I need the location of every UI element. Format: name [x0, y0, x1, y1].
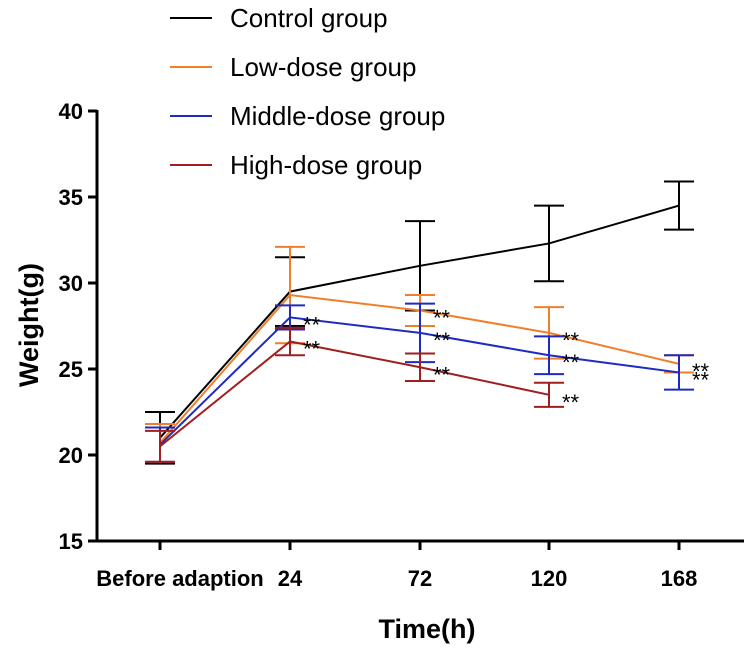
y-tick-label: 30 [59, 271, 83, 296]
legend: Control group Low-dose group Middle-dose g… [170, 3, 445, 180]
significance-label: ** [692, 367, 710, 392]
legend-label: Middle-dose group [230, 101, 445, 131]
legend-label: Control group [230, 3, 388, 33]
significance-label: ** [562, 350, 580, 375]
significance-label: ** [433, 306, 451, 331]
significance-label: ** [433, 362, 451, 387]
significance-label: ** [562, 328, 580, 353]
series-group: ******************** [145, 180, 710, 465]
significance-label: ** [562, 390, 580, 415]
series-middle-dose-group: ******** [145, 302, 710, 463]
y-tick-label: 20 [59, 443, 83, 468]
significance-label: ** [303, 312, 321, 337]
y-tick-label: 35 [59, 185, 83, 210]
y-tick-label: 40 [59, 99, 83, 124]
x-tick-label: 168 [661, 566, 698, 591]
series-high-dose-group: ****** [145, 326, 580, 463]
x-ticks: Before adaption 24 72 120 168 [96, 541, 697, 591]
y-ticks: 15 20 25 30 35 40 [59, 99, 97, 554]
significance-label: ** [433, 328, 451, 353]
x-tick-label: 72 [408, 566, 432, 591]
significance-label: ** [303, 336, 321, 361]
x-tick-label: Before adaption [96, 566, 263, 591]
x-tick-label: 24 [278, 566, 303, 591]
y-tick-label: 25 [59, 357, 83, 382]
y-axis-title: Weight(g) [14, 263, 44, 387]
x-axis-title: Time(h) [378, 614, 475, 644]
significance-label: ** [692, 359, 710, 384]
series-line [159, 340, 550, 448]
x-tick-label: 120 [531, 566, 568, 591]
legend-label: High-dose group [230, 150, 422, 180]
y-tick-label: 15 [59, 529, 83, 554]
legend-label: Low-dose group [230, 52, 416, 82]
